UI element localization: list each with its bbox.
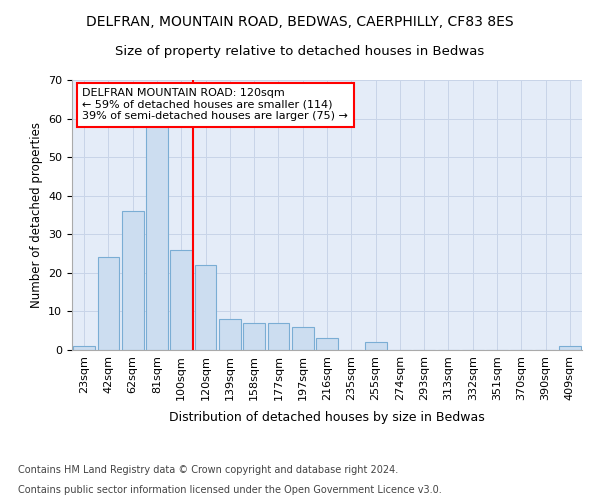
Bar	[194, 265, 217, 350]
Bar	[316, 338, 338, 350]
Y-axis label: Number of detached properties: Number of detached properties	[29, 122, 43, 308]
Bar	[243, 323, 265, 350]
Text: Contains public sector information licensed under the Open Government Licence v3: Contains public sector information licen…	[18, 485, 442, 495]
Bar	[219, 319, 241, 350]
Bar	[73, 346, 95, 350]
X-axis label: Distribution of detached houses by size in Bedwas: Distribution of detached houses by size …	[169, 411, 485, 424]
Bar	[146, 126, 168, 350]
Bar	[268, 323, 289, 350]
Bar	[559, 346, 581, 350]
Bar	[170, 250, 192, 350]
Bar	[122, 211, 143, 350]
Text: DELFRAN, MOUNTAIN ROAD, BEDWAS, CAERPHILLY, CF83 8ES: DELFRAN, MOUNTAIN ROAD, BEDWAS, CAERPHIL…	[86, 15, 514, 29]
Text: DELFRAN MOUNTAIN ROAD: 120sqm
← 59% of detached houses are smaller (114)
39% of : DELFRAN MOUNTAIN ROAD: 120sqm ← 59% of d…	[82, 88, 348, 122]
Text: Size of property relative to detached houses in Bedwas: Size of property relative to detached ho…	[115, 45, 485, 58]
Bar	[292, 327, 314, 350]
Bar	[365, 342, 386, 350]
Text: Contains HM Land Registry data © Crown copyright and database right 2024.: Contains HM Land Registry data © Crown c…	[18, 465, 398, 475]
Bar	[97, 258, 119, 350]
